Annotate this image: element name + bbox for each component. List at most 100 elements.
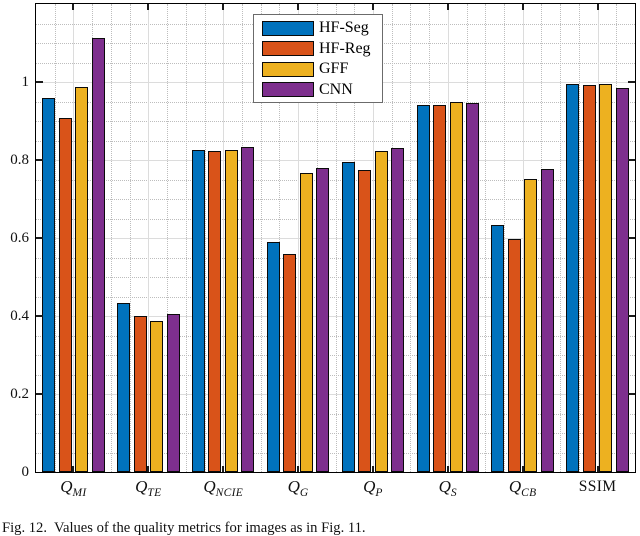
minor-gridline-v bbox=[410, 4, 412, 472]
x-axis-tick bbox=[446, 4, 449, 10]
x-axis-tick bbox=[371, 466, 374, 472]
bar-hf-seg-q_g bbox=[266, 242, 280, 472]
major-gridline-v bbox=[73, 4, 75, 472]
x-tick-label-base: Q bbox=[438, 477, 451, 496]
ticks-layer bbox=[36, 4, 635, 472]
x-tick-label-base: Q bbox=[135, 477, 148, 496]
y-axis-tick bbox=[36, 315, 43, 317]
x-axis-tick bbox=[222, 4, 225, 10]
bar-cnn-q_cb bbox=[540, 169, 554, 472]
y-axis-tick bbox=[36, 237, 43, 239]
x-axis-tick bbox=[446, 466, 449, 472]
legend-swatch-hf-reg bbox=[262, 41, 314, 57]
x-tick-label-subscript: MI bbox=[72, 487, 87, 499]
x-tick-label-base: Q bbox=[203, 477, 216, 496]
minor-gridline-v bbox=[204, 4, 206, 472]
bar-hf-seg-q_mi bbox=[42, 97, 56, 472]
x-tick-label-base: Q bbox=[363, 477, 376, 496]
bar-hf-reg-q_p bbox=[358, 170, 372, 472]
legend-label: CNN bbox=[319, 80, 353, 98]
y-tick-label: 1 bbox=[21, 74, 30, 90]
bar-hf-reg-q_ncie bbox=[208, 151, 222, 472]
legend-label: GFF bbox=[319, 60, 349, 78]
x-tick-label-subscript: TE bbox=[147, 487, 162, 499]
bar-gff-q_p bbox=[374, 151, 388, 472]
y-axis-tick bbox=[36, 81, 43, 83]
y-axis-tick bbox=[36, 159, 43, 161]
minor-gridline-v bbox=[485, 4, 487, 472]
bar-gff-q_g bbox=[299, 173, 313, 472]
y-axis-tick bbox=[628, 159, 635, 161]
y-tick-label: 0.6 bbox=[10, 230, 29, 246]
x-tick-label-base: Q bbox=[508, 477, 522, 496]
minor-gridline-v bbox=[578, 4, 580, 472]
y-tick-label: 0.4 bbox=[10, 308, 29, 324]
bar-hf-reg-q_cb bbox=[507, 239, 521, 472]
x-axis-tick bbox=[222, 466, 225, 472]
bar-cnn-q_p bbox=[391, 147, 405, 472]
x-axis-tick bbox=[521, 4, 524, 10]
bar-cnn-q_g bbox=[316, 167, 330, 472]
bar-gff-q_ncie bbox=[224, 150, 238, 472]
x-tick-label-subscript: NCIE bbox=[215, 487, 244, 499]
bar-hf-seg-q_s bbox=[416, 104, 430, 472]
y-tick-label: 0.2 bbox=[10, 386, 29, 402]
bar-hf-seg-q_p bbox=[341, 161, 355, 472]
x-axis-tick bbox=[147, 4, 150, 10]
minor-gridline-v bbox=[504, 4, 505, 472]
x-tick-label: QP bbox=[336, 477, 410, 499]
minor-gridline-v bbox=[110, 4, 112, 472]
bar-cnn-q_te bbox=[166, 314, 180, 472]
bar-cnn-q_ncie bbox=[241, 147, 255, 472]
y-tick-label: 0.8 bbox=[10, 152, 29, 168]
x-tick-label-subscript: P bbox=[375, 487, 383, 499]
x-axis-tick bbox=[371, 4, 374, 10]
bar-gff-q_mi bbox=[75, 86, 89, 472]
bar-hf-reg-q_te bbox=[133, 316, 147, 472]
legend-swatch-cnn bbox=[262, 82, 314, 98]
legend: HF-Seg HF-Reg GFF CNN bbox=[253, 14, 383, 103]
y-tick-label: 0 bbox=[21, 464, 30, 480]
x-tick-label-subscript: S bbox=[450, 487, 457, 499]
x-tick-label-subscript: G bbox=[299, 487, 309, 499]
major-gridline-v bbox=[223, 4, 225, 472]
minor-gridline-v bbox=[354, 4, 356, 472]
bar-hf-reg-q_mi bbox=[58, 118, 72, 472]
bar-hf-reg-q_g bbox=[283, 254, 297, 472]
bar-cnn-q_s bbox=[466, 103, 480, 472]
x-axis-tick bbox=[297, 466, 300, 472]
y-axis-tick bbox=[628, 237, 635, 239]
legend-item-gff: GFF bbox=[254, 59, 382, 80]
major-gridline-v bbox=[298, 4, 300, 472]
x-tick-label: SSIM bbox=[578, 478, 617, 495]
minor-gridline-v bbox=[335, 4, 337, 472]
minor-gridline-v bbox=[185, 4, 187, 472]
minor-gridline-v bbox=[429, 4, 431, 472]
bar-gff-q_te bbox=[150, 320, 164, 472]
legend-swatch-hf-seg bbox=[262, 20, 314, 36]
bar-hf-seg-q_te bbox=[117, 302, 131, 472]
y-axis-tick bbox=[628, 81, 635, 83]
bar-cnn-ssim bbox=[615, 87, 629, 472]
major-gridline-v bbox=[447, 4, 449, 472]
figure-caption: Fig. 12. Values of the quality metrics f… bbox=[2, 520, 366, 536]
bar-gff-q_cb bbox=[524, 178, 538, 472]
minor-gridline-v bbox=[279, 4, 281, 472]
minor-gridline-v bbox=[167, 4, 168, 472]
x-tick-label: QCB bbox=[486, 477, 560, 499]
bar-gff-ssim bbox=[599, 84, 613, 472]
major-gridline-v bbox=[522, 4, 524, 472]
legend-label: HF-Reg bbox=[319, 39, 371, 57]
legend-item-hf-seg: HF-Seg bbox=[254, 18, 382, 39]
legend-label: HF-Seg bbox=[319, 19, 369, 37]
x-tick-label: QNCIE bbox=[186, 477, 260, 499]
x-tick-label-subscript: CB bbox=[521, 487, 537, 499]
minor-gridline-v bbox=[260, 4, 262, 472]
x-axis-tick bbox=[596, 4, 599, 10]
bar-hf-seg-ssim bbox=[566, 83, 580, 472]
legend-swatch-gff bbox=[262, 61, 314, 77]
x-axis-tick bbox=[596, 466, 599, 472]
minor-gridline-v bbox=[129, 4, 131, 472]
y-axis-tick bbox=[628, 393, 635, 395]
